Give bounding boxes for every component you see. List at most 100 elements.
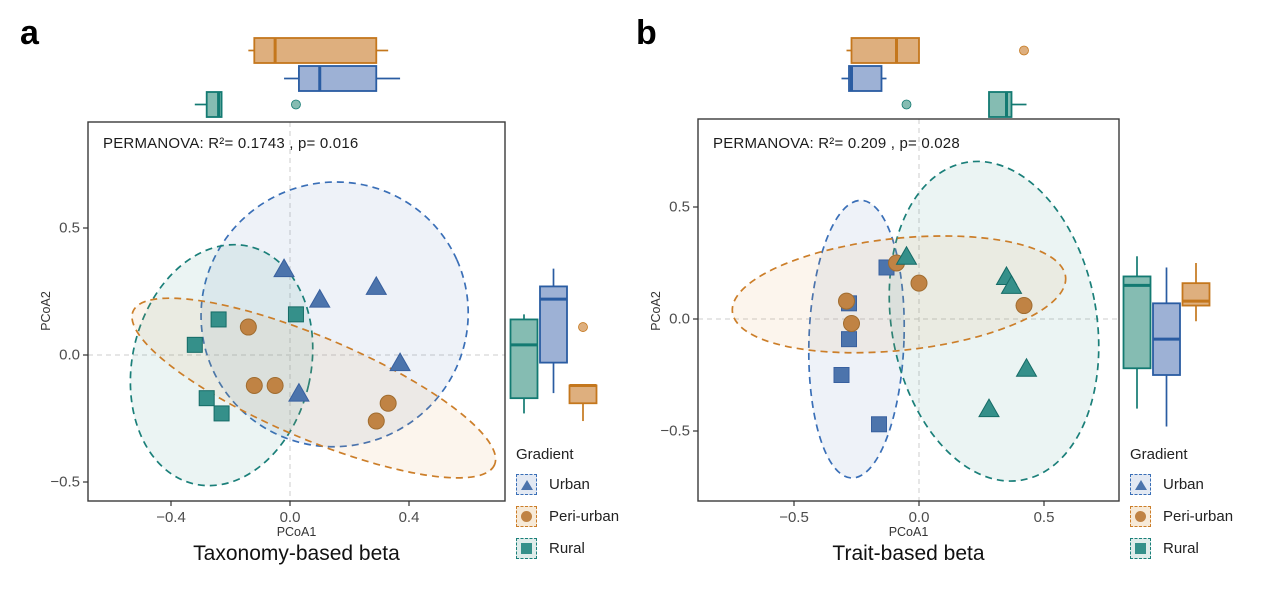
periurban-boxplot-outlier [1019,45,1029,56]
legend-b: Gradient Urban Peri-urban Rural [1130,446,1250,570]
panel-a [83,37,598,506]
triangle-icon [520,479,533,490]
points-layer [833,245,1038,433]
periurban-boxplot-outlier [578,322,588,332]
circle-icon [1135,511,1146,522]
periurban-point [1015,297,1033,315]
urban-point [871,416,887,433]
periurban-confidence-ellipse [731,235,1067,354]
panel-a-title: Taxonomy-based beta [193,542,400,565]
plot-border [87,121,506,502]
periurban-point [245,376,263,394]
legend-item-periurban: Peri-urban [1130,506,1250,527]
rural-point [213,405,230,422]
square-icon [1135,543,1146,554]
rural-point [198,390,215,407]
periurban-boxplot-box [253,37,378,64]
right-marginal-boxplots [509,268,598,422]
panel-b [693,37,1211,506]
panel-a-permanova: PERMANOVA: R²= 0.1743 , p= 0.016 [103,135,359,152]
urban-point [308,288,331,308]
panel-a-x-axis-title: PCoA1 [276,525,317,539]
x-tick-label: −0.5 [779,509,809,526]
rural-point [895,245,918,265]
legend-item-label: Rural [549,540,585,557]
rural-point [978,398,1000,418]
legend-item-label: Urban [1163,476,1204,493]
plot-border [697,118,1120,502]
panel-b-title: Trait-based beta [832,542,985,565]
panel-a-label: a [20,14,39,52]
rural-boxplot-box [1122,275,1152,370]
legend-title: Gradient [516,446,574,463]
circle-icon [521,511,532,522]
legend-item-label: Urban [549,476,590,493]
urban-point [841,331,857,348]
rural-boxplot-outlier [291,99,301,110]
periurban-point [367,412,385,430]
x-tick-label: 0.0 [908,509,930,526]
rural-point [210,311,227,328]
x-tick-label: 0.4 [398,509,420,526]
periurban-point [239,318,257,336]
legend-item-urban: Urban [516,474,636,495]
rural-confidence-ellipse [888,160,1100,482]
periurban-point [910,274,928,292]
y-tick-label: −0.5 [50,473,80,491]
urban-confidence-ellipse [200,181,470,448]
rural-point [186,336,203,353]
rural-point [287,306,304,323]
urban-point [273,258,295,278]
legend-item-label: Rural [1163,540,1199,557]
periurban-boxplot-box [568,384,598,405]
points-layer [186,258,411,430]
periurban-confidence-ellipse [131,297,497,479]
periurban-point [379,394,397,412]
panel-b-permanova: PERMANOVA: R²= 0.209 , p= 0.028 [713,135,960,152]
legend-title: Gradient [1130,446,1188,463]
urban-boxplot-box [848,65,883,92]
y-tick-label: 0.0 [59,346,80,364]
x-tick-label: −0.4 [156,509,186,526]
rural-legend-key-icon [1130,538,1151,559]
legend-item-periurban: Peri-urban [516,506,636,527]
legend-item-rural: Rural [516,538,636,559]
periurban-legend-key-icon [1130,506,1151,527]
legend-a: Gradient Urban Peri-urban Rural [516,446,636,570]
top-marginal-boxplots [194,37,401,118]
top-marginal-boxplots [841,37,1029,118]
right-marginal-boxplots [1122,256,1211,427]
periurban-point [266,376,284,394]
rural-legend-key-icon [516,538,537,559]
periurban-point [843,314,860,332]
rural-boxplot-box [509,318,539,400]
x-tick-label: 0.5 [1033,509,1055,526]
y-tick-label: 0.5 [669,198,690,216]
x-tick-label: 0.0 [279,509,301,526]
rural-boxplot-box [988,91,1013,118]
legend-item-urban: Urban [1130,474,1250,495]
periurban-legend-key-icon [516,506,537,527]
y-tick-label: 0.0 [669,310,690,328]
urban-point [389,352,411,372]
rural-point [1000,274,1023,294]
triangle-icon [1134,479,1147,490]
periurban-boxplot-box [850,37,920,64]
panel-b-x-axis-title: PCoA1 [888,525,929,539]
legend-item-rural: Rural [1130,538,1250,559]
rural-confidence-ellipse [129,243,314,487]
urban-legend-key-icon [516,474,537,495]
panel-b-label: b [636,14,657,52]
urban-boxplot-box [298,65,378,92]
urban-point [365,275,388,295]
y-tick-label: 0.5 [59,219,80,237]
rural-boxplot-outlier [901,99,912,110]
legend-item-label: Peri-urban [1163,508,1234,525]
urban-point [833,367,850,383]
ellipse-layer [129,181,497,487]
panel-a-y-axis-title: PCoA2 [39,291,53,331]
urban-point [288,382,310,402]
y-tick-label: −0.5 [660,422,690,440]
